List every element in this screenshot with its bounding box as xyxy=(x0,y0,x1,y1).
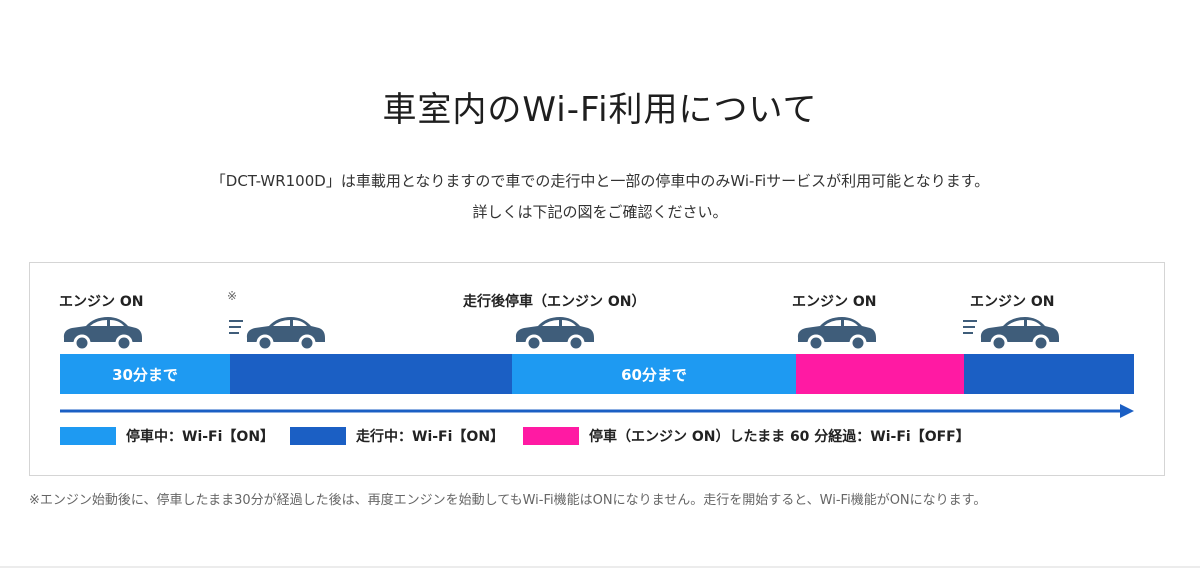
legend-item-wifi-off: 停車（エンジン ON）したまま 60 分経過：Wi-Fi【OFF】 xyxy=(523,426,970,446)
timeline-segment-driving-2 xyxy=(964,354,1134,394)
moving-car-icon xyxy=(963,317,1059,352)
timeline-segment-stopped-30min: 30分まで xyxy=(60,354,230,394)
car-label-engine-on-2: エンジン ON xyxy=(792,294,877,310)
legend-label: 停車（エンジン ON）したまま 60 分経過：Wi-Fi【OFF】 xyxy=(589,429,970,445)
legend-swatch xyxy=(60,427,116,445)
segment-label: 60分まで xyxy=(621,365,687,384)
car-label-stopped-after-driving: 走行後停車（エンジン ON） xyxy=(463,294,646,310)
legend-item-driving-wifi-on: 走行中：Wi-Fi【ON】 xyxy=(290,426,504,446)
note-mark: ※ xyxy=(227,289,238,303)
timeline-arrow xyxy=(60,404,1134,418)
car-label-engine-on-3: エンジン ON xyxy=(970,294,1055,310)
parked-car-icon xyxy=(515,317,594,352)
parked-car-icon xyxy=(797,317,876,352)
intro-line-2: 詳しくは下記の図をご確認ください。 xyxy=(472,203,728,221)
timeline-segment-driving xyxy=(230,354,512,394)
timeline-diagram-frame xyxy=(29,262,1165,476)
parked-car-icon xyxy=(63,317,142,352)
divider xyxy=(0,566,1200,568)
timeline-segment-stopped-60min: 60分まで xyxy=(512,354,796,394)
legend-label: 停車中：Wi-Fi【ON】 xyxy=(126,429,275,445)
legend-swatch xyxy=(290,427,346,445)
timeline-segment-wifi-off xyxy=(796,354,964,394)
moving-car-icon xyxy=(229,317,325,352)
legend-swatch xyxy=(523,427,579,445)
car-label-engine-on-1: エンジン ON xyxy=(59,294,144,310)
segment-label: 30分まで xyxy=(112,365,178,384)
footnote: ※エンジン始動後に、停車したまま30分が経過した後は、再度エンジンを始動してもW… xyxy=(29,493,987,508)
legend-item-stopped-wifi-on: 停車中：Wi-Fi【ON】 xyxy=(60,426,274,446)
page-title: 車室内のWi-Fi利用について xyxy=(382,90,818,130)
intro-line-1: 「DCT-WR100D」は車載用となりますので車での走行中と一部の停車中のみWi… xyxy=(210,172,990,190)
legend-label: 走行中：Wi-Fi【ON】 xyxy=(356,429,505,445)
